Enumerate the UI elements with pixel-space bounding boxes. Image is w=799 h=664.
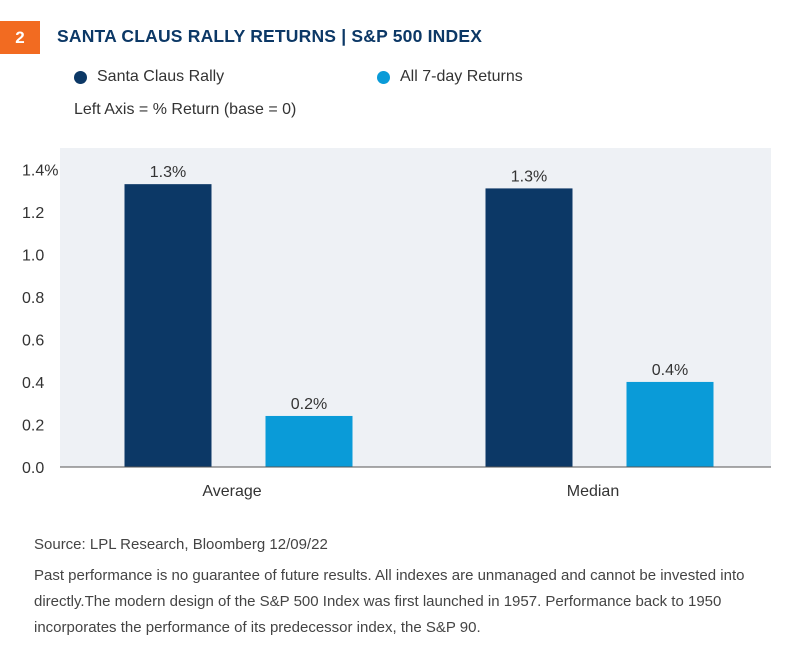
data-label: 0.4%	[652, 362, 688, 379]
axis-note: Left Axis = % Return (base = 0)	[74, 101, 297, 118]
bar-all-7-day-returns-average	[265, 415, 353, 467]
legend-label-santa-claus-rally: Santa Claus Rally	[97, 68, 225, 85]
disclaimer-text: Past performance is no guarantee of futu…	[34, 567, 745, 636]
data-label: 0.2%	[291, 396, 327, 413]
chart-number-badge: 2	[0, 21, 40, 54]
chart-title: SANTA CLAUS RALLY RETURNS | S&P 500 INDE…	[57, 26, 483, 46]
y-tick-label: 0.6	[22, 332, 44, 349]
y-tick-label: 0.4	[22, 375, 44, 392]
y-tick-label: 1.0	[22, 247, 44, 264]
legend-item-santa-claus-rally: Santa Claus Rally	[74, 68, 224, 86]
legend-dot-santa-claus-rally	[74, 70, 87, 84]
x-category-label: Median	[567, 483, 619, 500]
legend-item-all-7-day-returns: All 7-day Returns	[377, 68, 523, 86]
y-tick-label: 0.0	[22, 460, 44, 477]
bar-all-7-day-returns-median	[626, 381, 714, 467]
y-tick-label: 0.8	[22, 290, 44, 307]
bar-chart: 0.0 0.2 0.4 0.6 0.8 1.0 1.2 1.4% 1.3% 0.2% Average…	[22, 148, 771, 500]
data-label: 1.3%	[511, 168, 547, 185]
y-tick-label: 0.2	[22, 417, 44, 434]
data-label: 1.3%	[150, 164, 186, 181]
bar-santa-claus-rally-median	[485, 188, 573, 467]
legend-dot-all-7-day-returns	[377, 70, 390, 84]
bar-santa-claus-rally-average	[124, 184, 212, 468]
legend-label-all-7-day-returns: All 7-day Returns	[400, 68, 523, 85]
y-tick-label: 1.2	[22, 205, 44, 222]
y-tick-label: 1.4%	[22, 162, 58, 179]
source-note: Source: LPL Research, Bloomberg 12/09/22	[34, 536, 328, 553]
x-category-label: Average	[202, 483, 261, 500]
